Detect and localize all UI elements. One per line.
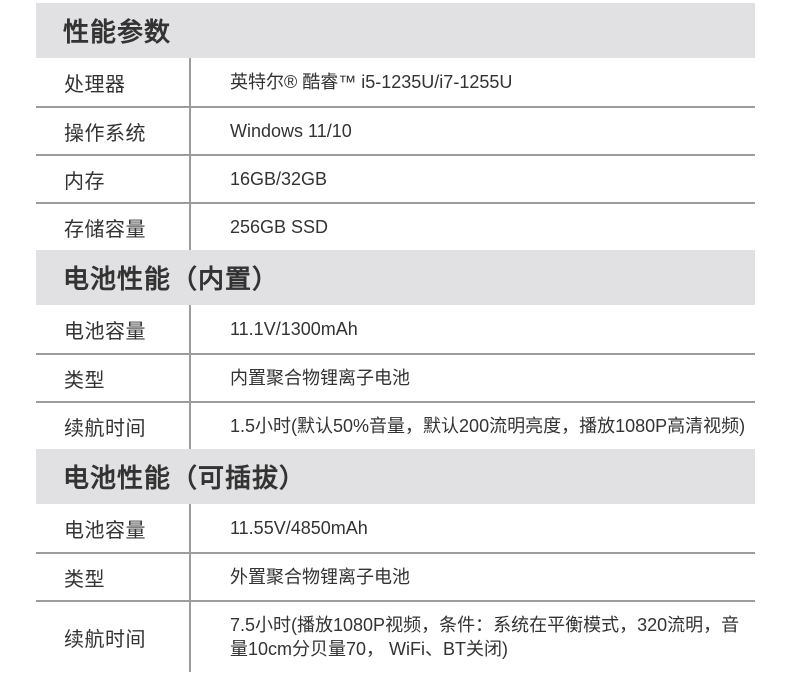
spec-row: 续航时间 1.5小时(默认50%音量，默认200流明亮度，播放1080P高清视频… xyxy=(36,401,755,449)
row-label: 存储容量 xyxy=(64,218,146,241)
row-label: 处理器 xyxy=(64,73,126,96)
row-label: 类型 xyxy=(64,568,105,591)
column-divider xyxy=(189,504,191,672)
section-rows: 电池容量 11.55V/4850mAh 类型 外置聚合物锂离子电池 续航时间 7… xyxy=(36,504,755,672)
section-rows: 电池容量 11.1V/1300mAh 类型 内置聚合物锂离子电池 续航时间 1.… xyxy=(36,305,755,449)
row-label: 电池容量 xyxy=(64,320,146,343)
row-value: 7.5小时(播放1080P视频，条件：系统在平衡模式，320流明，音量10cm分… xyxy=(230,614,740,659)
section-header: 电池性能（内置） xyxy=(36,250,755,305)
row-value: Windows 11/10 xyxy=(230,120,352,141)
row-value: 11.55V/4850mAh xyxy=(230,517,368,538)
spec-section: 性能参数 处理器 英特尔® 酷睿™ i5-1235U/i7-1255U 操作系统… xyxy=(36,3,755,250)
row-label: 类型 xyxy=(64,369,105,392)
row-value: 16GB/32GB xyxy=(230,168,328,189)
section-header: 性能参数 xyxy=(36,3,755,58)
spec-row: 类型 外置聚合物锂离子电池 xyxy=(36,552,755,600)
row-value: 内置聚合物锂离子电池 xyxy=(230,367,410,388)
spec-row: 操作系统 Windows 11/10 xyxy=(36,106,755,154)
row-value: 11.1V/1300mAh xyxy=(230,318,358,339)
row-value: 英特尔® 酷睿™ i5-1235U/i7-1255U xyxy=(230,71,513,92)
row-label: 续航时间 xyxy=(64,417,146,440)
row-label: 续航时间 xyxy=(64,628,146,651)
spec-row: 内存 16GB/32GB xyxy=(36,154,755,202)
spec-row: 电池容量 11.55V/4850mAh xyxy=(36,504,755,552)
spec-row: 类型 内置聚合物锂离子电池 xyxy=(36,353,755,401)
spec-row: 存储容量 256GB SSD xyxy=(36,202,755,250)
spec-row: 电池容量 11.1V/1300mAh xyxy=(36,305,755,353)
row-label: 操作系统 xyxy=(64,122,146,145)
section-rows: 处理器 英特尔® 酷睿™ i5-1235U/i7-1255U 操作系统 Wind… xyxy=(36,58,755,250)
spec-section: 电池性能（内置） 电池容量 11.1V/1300mAh 类型 内置聚合物锂离子电… xyxy=(36,250,755,449)
section-title: 电池性能（可插拔） xyxy=(63,463,307,493)
column-divider xyxy=(189,305,191,449)
row-label: 内存 xyxy=(64,170,105,193)
row-value: 1.5小时(默认50%音量，默认200流明亮度，播放1080P高清视频) xyxy=(230,415,746,436)
row-value: 外置聚合物锂离子电池 xyxy=(230,566,410,587)
row-label: 电池容量 xyxy=(64,519,146,542)
row-value: 256GB SSD xyxy=(230,216,329,237)
spec-row: 处理器 英特尔® 酷睿™ i5-1235U/i7-1255U xyxy=(36,58,755,106)
section-title: 性能参数 xyxy=(63,17,172,47)
section-header: 电池性能（可插拔） xyxy=(36,449,755,504)
column-divider xyxy=(189,58,191,250)
spec-section: 电池性能（可插拔） 电池容量 11.55V/4850mAh 类型 外置聚合物锂离… xyxy=(36,449,755,672)
spec-sections: 性能参数 处理器 英特尔® 酷睿™ i5-1235U/i7-1255U 操作系统… xyxy=(36,3,755,672)
spec-row: 续航时间 7.5小时(播放1080P视频，条件：系统在平衡模式，320流明，音量… xyxy=(36,600,755,672)
section-title: 电池性能（内置） xyxy=(63,264,280,294)
